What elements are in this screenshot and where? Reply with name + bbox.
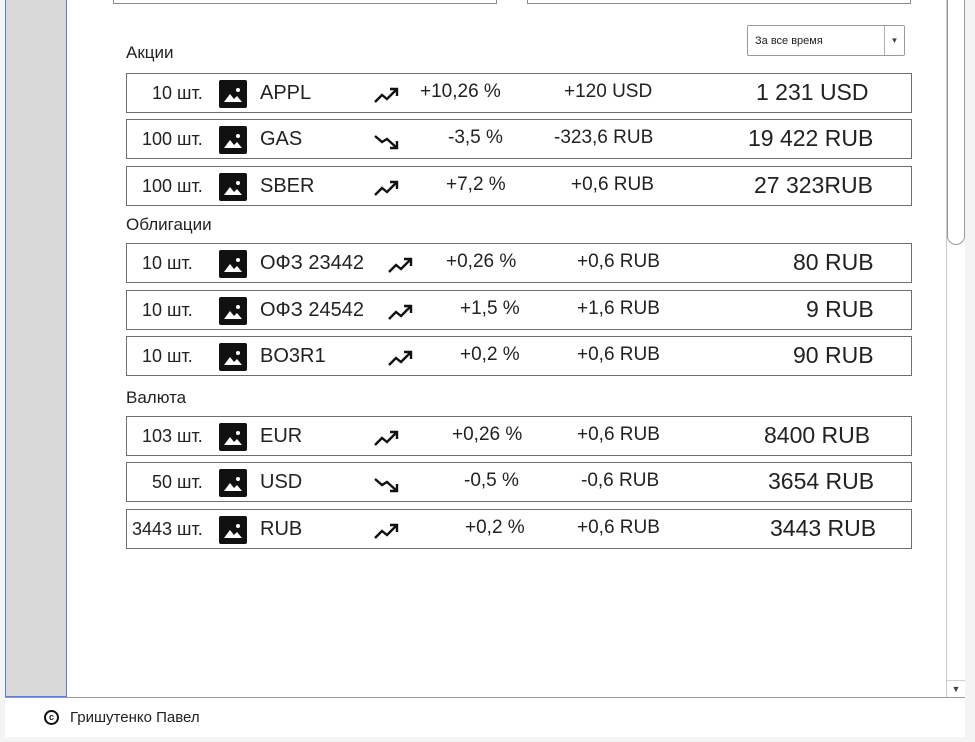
asset-change-pct: +1,5 % bbox=[460, 298, 520, 319]
image-icon bbox=[219, 343, 247, 371]
asset-change-pct: +0,2 % bbox=[460, 344, 520, 365]
asset-qty: 3443 шт. bbox=[132, 519, 203, 539]
asset-qty: 10 шт. bbox=[142, 300, 193, 320]
asset-ticker: RUB bbox=[260, 518, 303, 540]
image-icon bbox=[219, 297, 247, 325]
footer-author: Гришутенко Павел bbox=[70, 709, 200, 726]
trend-up-icon bbox=[373, 520, 401, 542]
asset-ticker: BO3R1 bbox=[260, 345, 326, 367]
asset-row[interactable]: 10 шт. ОФЗ 23442 +0,26 % +0,6 RUB 80 RUB bbox=[126, 243, 912, 283]
trend-up-icon bbox=[373, 177, 401, 199]
image-icon bbox=[219, 126, 247, 154]
asset-ticker: ОФЗ 23442 bbox=[260, 252, 365, 274]
asset-change-abs: +0,6 RUB bbox=[577, 424, 660, 445]
scrollbar-thumb[interactable] bbox=[947, 0, 965, 245]
period-select-value: За все время bbox=[755, 34, 823, 47]
asset-change-pct: +0,26 % bbox=[446, 251, 517, 272]
asset-change-pct: +0,26 % bbox=[452, 424, 523, 445]
trend-up-icon bbox=[387, 347, 415, 369]
asset-change-abs: +0,6 RUB bbox=[577, 517, 660, 538]
image-icon bbox=[219, 516, 247, 544]
asset-total: 90 RUB bbox=[793, 342, 874, 368]
trend-down-icon bbox=[373, 473, 401, 495]
asset-ticker: SBER bbox=[260, 175, 315, 197]
asset-change-pct: -3,5 % bbox=[448, 127, 503, 148]
asset-change-pct: +7,2 % bbox=[446, 174, 506, 195]
asset-ticker: APPL bbox=[260, 82, 312, 104]
asset-row[interactable]: 10 шт. ОФЗ 24542 +1,5 % +1,6 RUB 9 RUB bbox=[126, 290, 912, 330]
asset-row[interactable]: 100 шт. GAS -3,5 % -323,6 RUB 19 422 RUB bbox=[126, 119, 912, 159]
asset-qty: 50 шт. bbox=[152, 472, 203, 492]
asset-change-abs: +1,6 RUB bbox=[577, 298, 660, 319]
asset-change-abs: +0,6 RUB bbox=[577, 344, 660, 365]
image-icon bbox=[219, 423, 247, 451]
section-title-bonds: Облигации bbox=[126, 215, 212, 234]
asset-row[interactable]: 3443 шт. RUB +0,2 % +0,6 RUB 3443 RUB bbox=[126, 509, 912, 549]
asset-change-abs: +0,6 RUB bbox=[571, 174, 654, 195]
asset-total: 80 RUB bbox=[793, 249, 874, 275]
asset-ticker: GAS bbox=[260, 128, 303, 150]
asset-ticker: ОФЗ 24542 bbox=[260, 299, 365, 321]
trend-up-icon bbox=[373, 84, 401, 106]
copyright-icon: c bbox=[44, 710, 59, 725]
trend-down-icon bbox=[373, 130, 401, 152]
footer: c Гришутенко Павел bbox=[5, 697, 965, 737]
asset-qty: 10 шт. bbox=[142, 346, 193, 366]
asset-change-pct: -0,5 % bbox=[464, 470, 519, 491]
image-icon bbox=[219, 173, 247, 201]
scroll-down-arrow-icon[interactable]: ▼ bbox=[947, 680, 965, 697]
asset-total: 8400 RUB bbox=[764, 422, 871, 448]
asset-row[interactable]: 103 шт. EUR +0,26 % +0,6 RUB 8400 RUB bbox=[126, 416, 912, 456]
asset-change-abs: -0,6 RUB bbox=[581, 470, 660, 491]
image-icon bbox=[219, 250, 247, 278]
asset-row[interactable]: 100 шт. SBER +7,2 % +0,6 RUB 27 323RUB bbox=[126, 166, 912, 206]
asset-total: 3654 RUB bbox=[768, 468, 875, 494]
asset-row[interactable]: 10 шт. APPL +10,26 % +120 USD 1 231 USD bbox=[126, 73, 912, 113]
top-panel-right bbox=[527, 0, 911, 4]
asset-total: 19 422 RUB bbox=[748, 125, 874, 151]
asset-qty: 103 шт. bbox=[142, 426, 203, 446]
image-icon bbox=[219, 80, 247, 108]
asset-change-abs: +0,6 RUB bbox=[577, 251, 660, 272]
asset-qty: 100 шт. bbox=[142, 129, 203, 149]
asset-ticker: USD bbox=[260, 471, 303, 493]
top-panel-left bbox=[113, 0, 497, 4]
trend-up-icon bbox=[387, 301, 415, 323]
asset-qty: 10 шт. bbox=[142, 253, 193, 273]
asset-change-pct: +10,26 % bbox=[420, 81, 501, 102]
asset-change-abs: +120 USD bbox=[564, 81, 653, 102]
section-title-stocks: Акции bbox=[126, 43, 174, 62]
trend-up-icon bbox=[373, 427, 401, 449]
asset-change-abs: -323,6 RUB bbox=[554, 127, 654, 148]
asset-row[interactable]: 10 шт. BO3R1 +0,2 % +0,6 RUB 90 RUB bbox=[126, 336, 912, 376]
asset-qty: 10 шт. bbox=[152, 83, 203, 103]
chevron-down-icon[interactable]: ▼ bbox=[884, 26, 904, 55]
vertical-scrollbar[interactable]: ▼ bbox=[946, 0, 965, 697]
asset-ticker: EUR bbox=[260, 425, 303, 447]
asset-total: 1 231 USD bbox=[756, 79, 869, 105]
section-title-currency: Валюта bbox=[126, 388, 187, 407]
image-icon bbox=[219, 469, 247, 497]
period-select[interactable]: За все время ▼ bbox=[747, 25, 905, 56]
asset-qty: 100 шт. bbox=[142, 176, 203, 196]
asset-total: 9 RUB bbox=[806, 296, 874, 322]
asset-change-pct: +0,2 % bbox=[465, 517, 525, 538]
asset-total: 3443 RUB bbox=[770, 515, 877, 541]
trend-up-icon bbox=[387, 254, 415, 276]
sidebar bbox=[5, 0, 67, 697]
asset-total: 27 323RUB bbox=[754, 172, 873, 198]
asset-row[interactable]: 50 шт. USD -0,5 % -0,6 RUB 3654 RUB bbox=[126, 462, 912, 502]
